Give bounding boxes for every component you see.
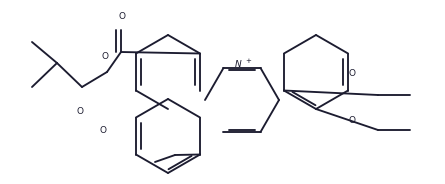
Text: O: O bbox=[100, 126, 107, 135]
Text: O: O bbox=[348, 116, 355, 125]
Text: +: + bbox=[245, 58, 251, 64]
Text: O: O bbox=[102, 52, 109, 61]
Text: O: O bbox=[119, 12, 126, 21]
Text: O: O bbox=[348, 69, 355, 78]
Text: N: N bbox=[235, 60, 242, 69]
Text: O: O bbox=[77, 107, 84, 116]
